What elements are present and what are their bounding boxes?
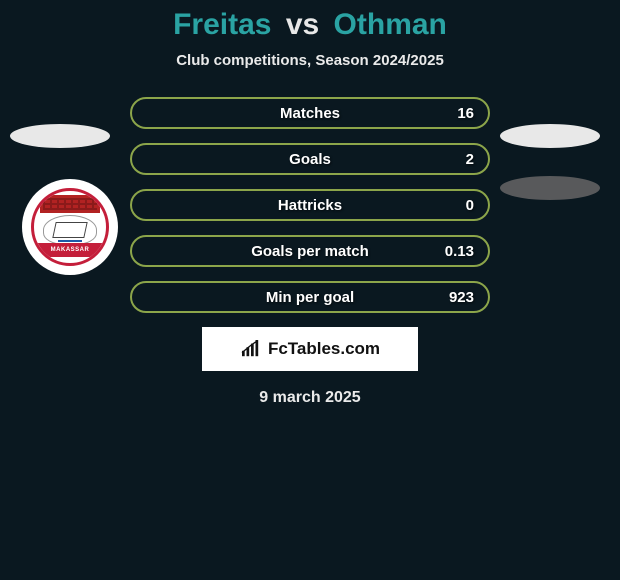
stat-row: Goals 2: [130, 143, 490, 175]
ellipse-right-2: [500, 176, 600, 200]
stat-value: 923: [449, 289, 474, 306]
player1-name: Freitas: [173, 8, 271, 41]
brand-box: FcTables.com: [202, 327, 418, 371]
stat-label: Matches: [280, 105, 340, 122]
brand-text: FcTables.com: [268, 339, 380, 359]
club-badge-inner: MAKASSAR: [31, 188, 109, 266]
stat-label: Hattricks: [278, 197, 342, 214]
stat-label: Goals: [289, 151, 331, 168]
stat-row: Min per goal 923: [130, 281, 490, 313]
ellipse-right-1: [500, 124, 600, 148]
stat-value: 2: [466, 151, 474, 168]
stat-row: Goals per match 0.13: [130, 235, 490, 267]
club-badge: MAKASSAR: [22, 179, 118, 275]
badge-brick-icon: [40, 195, 100, 213]
chart-icon: [240, 340, 262, 358]
stat-value: 16: [457, 105, 474, 122]
ellipse-left: [10, 124, 110, 148]
stat-value: 0: [466, 197, 474, 214]
stat-label: Min per goal: [266, 289, 354, 306]
stat-row: Matches 16: [130, 97, 490, 129]
subtitle: Club competitions, Season 2024/2025: [0, 52, 620, 69]
date-text: 9 march 2025: [0, 389, 620, 407]
stat-value: 0.13: [445, 243, 474, 260]
player2-name: Othman: [334, 8, 447, 41]
page-title: Freitas vs Othman: [0, 8, 620, 42]
badge-band-text: MAKASSAR: [35, 243, 105, 257]
vs-text: vs: [286, 8, 319, 41]
stat-row: Hattricks 0: [130, 189, 490, 221]
stat-label: Goals per match: [251, 243, 369, 260]
badge-ship-icon: [43, 215, 97, 245]
